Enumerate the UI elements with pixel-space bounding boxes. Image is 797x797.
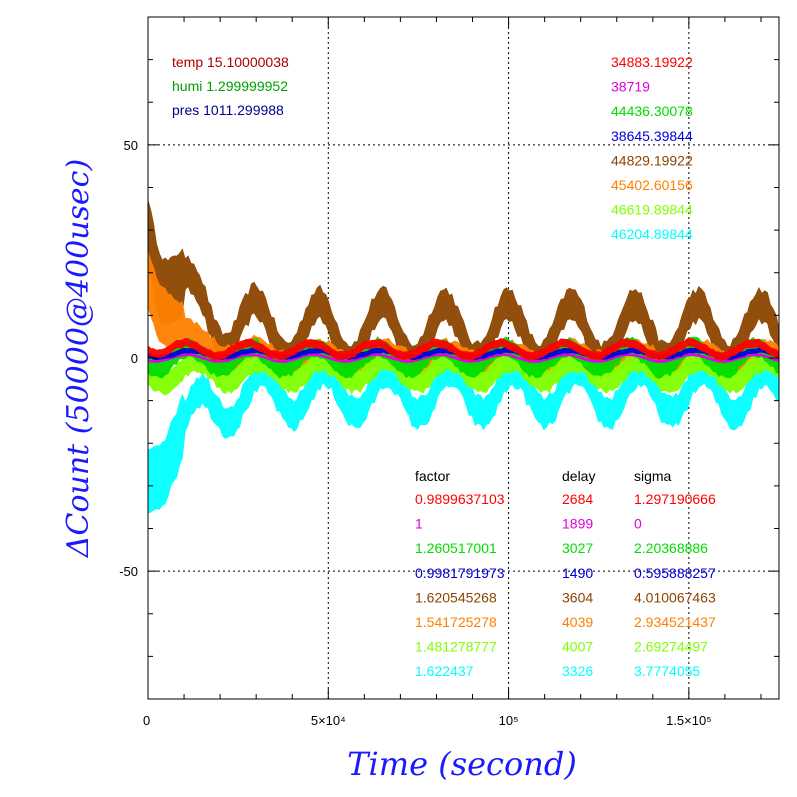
env-reading: humi 1.299999952 xyxy=(172,78,288,94)
stats-cell: 1899 xyxy=(562,516,593,532)
stats-header-delay: delay xyxy=(562,468,595,484)
stats-cell: 3027 xyxy=(562,540,593,556)
stats-cell: 1.260517001 xyxy=(415,540,497,556)
y-axis-label: ΔCount (50000@400usec) xyxy=(61,159,96,558)
y-tick-label: 0 xyxy=(131,351,138,366)
stats-header-sigma: sigma xyxy=(634,468,672,484)
tick-marks xyxy=(147,16,779,700)
x-tick-label: 1.5×10⁵ xyxy=(666,713,712,728)
stats-cell: 4007 xyxy=(562,639,593,655)
x-axis-label: Time (second) xyxy=(347,745,577,783)
series-id: 34883.19922 xyxy=(611,54,693,70)
stats-cell: 0.9981791973 xyxy=(415,565,505,581)
env-reading: pres 1011.299988 xyxy=(172,102,284,118)
stats-cell: 1.622437 xyxy=(415,663,474,679)
stats-cell: 2684 xyxy=(562,491,593,507)
tick-labels: 0 5×10⁴ 10⁵ 1.5×10⁵ 50 0 -50 xyxy=(119,138,711,728)
y-tick-label: 50 xyxy=(124,138,138,153)
stats-cell: 4.010067463 xyxy=(634,589,716,605)
stats-cell: 0 xyxy=(634,516,642,532)
stats-header-factor: factor xyxy=(415,468,450,484)
stats-cell: 3604 xyxy=(562,589,593,605)
stats-cell: 4039 xyxy=(562,614,593,630)
x-tick-label: 0 xyxy=(143,713,150,728)
stats-table: factor delay sigma 0.9899637103 2684 1.297190… xyxy=(415,468,716,679)
stats-cell: 0.595888257 xyxy=(634,565,716,581)
series-id-list: 34883.19922 38719 44436.30078 38645.39844 44… xyxy=(611,54,693,242)
series-id: 38645.39844 xyxy=(611,128,693,144)
stats-cell: 1.297190666 xyxy=(634,491,716,507)
y-tick-label: -50 xyxy=(119,564,138,579)
env-reading: temp 15.10000038 xyxy=(172,54,289,70)
plot-frame xyxy=(147,16,780,700)
series-id: 44829.19922 xyxy=(611,152,693,168)
stats-cell: 1.541725278 xyxy=(415,614,497,630)
stats-cell: 1.481278777 xyxy=(415,639,497,655)
stats-cell: 2.69274497 xyxy=(634,639,708,655)
x-tick-label: 10⁵ xyxy=(499,713,519,728)
stats-cell: 3326 xyxy=(562,663,593,679)
env-readings: temp 15.10000038 humi 1.299999952 pres 101… xyxy=(172,54,289,118)
series-id: 44436.30078 xyxy=(611,103,693,119)
stats-cell: 1 xyxy=(415,516,423,532)
stats-cell: 0.9899637103 xyxy=(415,491,505,507)
series-id: 46204.89844 xyxy=(611,226,693,242)
stats-cell: 3.7774055 xyxy=(634,663,700,679)
series-group xyxy=(147,199,780,514)
series-id: 38719 xyxy=(611,79,650,95)
stats-cell: 1490 xyxy=(562,565,593,581)
stats-cell: 1.620545268 xyxy=(415,589,497,605)
stats-cell: 2.934521437 xyxy=(634,614,716,630)
x-tick-label: 5×10⁴ xyxy=(311,713,346,728)
stats-cell: 2.20368886 xyxy=(634,540,708,556)
series-id: 46619.89844 xyxy=(611,202,693,218)
series-id: 45402.60156 xyxy=(611,177,693,193)
